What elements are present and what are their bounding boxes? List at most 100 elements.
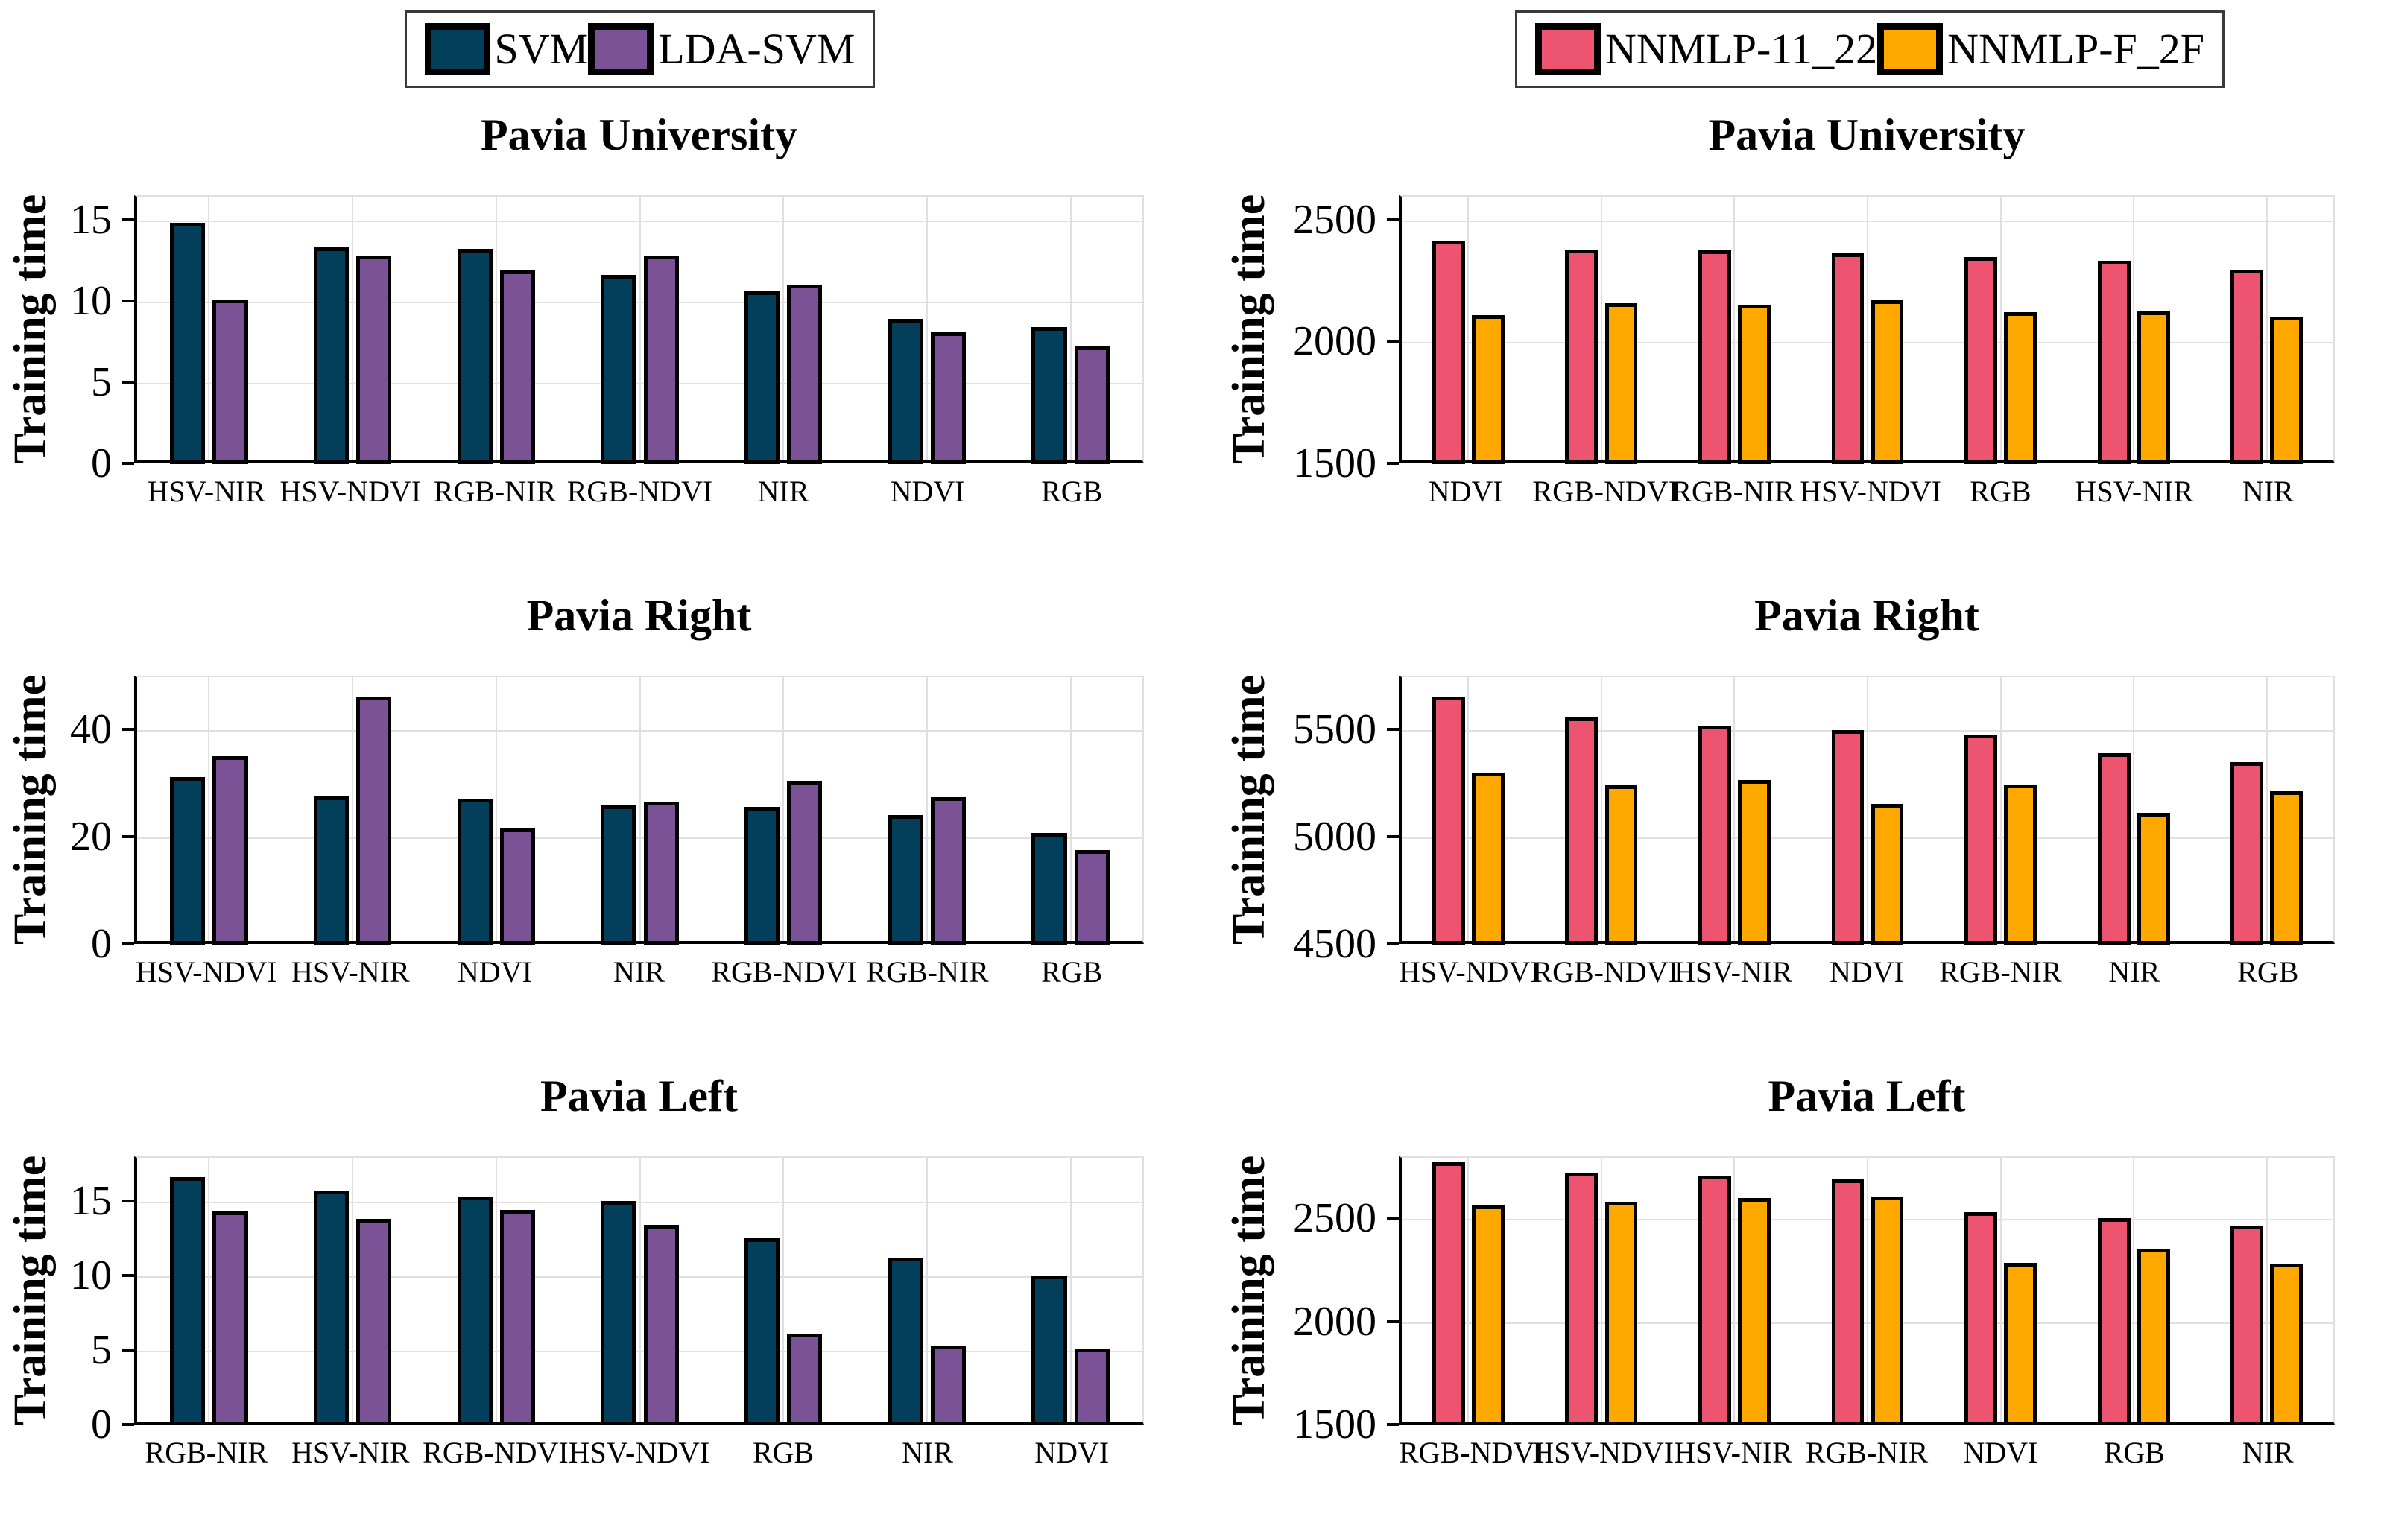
chart-title: Pavia University bbox=[1708, 110, 2026, 159]
bar-svm-ndvi bbox=[1031, 1276, 1067, 1425]
x-tick-label-hsv-nir: HSV-NIR bbox=[1674, 955, 1792, 989]
y-tick-label: 2000 bbox=[1293, 318, 1376, 365]
legend-label-nnmlp-f-2f: NNMLP-F_2F bbox=[1947, 25, 2205, 73]
plot-area bbox=[1399, 195, 2335, 464]
x-tick-label-rgb-nir: RGB-NIR bbox=[866, 955, 989, 989]
bar-lda-svm-hsv-ndvi bbox=[643, 1225, 679, 1425]
v-gridline bbox=[926, 1158, 928, 1422]
bar-nnmlp-11-22-nir bbox=[2097, 753, 2131, 945]
bar-nnmlp-11-22-ndvi bbox=[1964, 1212, 1997, 1425]
y-tick-label: 4500 bbox=[1293, 921, 1376, 967]
v-gridline bbox=[782, 1158, 785, 1422]
x-tick-label-rgb: RGB bbox=[1041, 955, 1103, 989]
bar-nnmlp-11-22-rgb bbox=[1964, 257, 1997, 464]
x-tick-label-rgb: RGB bbox=[1041, 475, 1103, 508]
y-tick-label: 5 bbox=[91, 358, 112, 405]
legend-nnmlp: NNMLP-11_22 NNMLP-F_2F bbox=[1514, 10, 2225, 88]
bar-svm-rgb bbox=[1031, 832, 1067, 945]
y-tick-label: 2000 bbox=[1293, 1298, 1376, 1345]
legend-swatch-lda-svm-icon bbox=[588, 23, 654, 75]
legend-swatch-nnmlp-11-22-icon bbox=[1534, 23, 1601, 75]
bar-lda-svm-ndvi bbox=[930, 332, 967, 464]
bar-svm-rgb bbox=[1031, 327, 1067, 464]
bar-nnmlp-f-2f-rgb bbox=[2270, 790, 2303, 945]
y-tick-mark bbox=[122, 1274, 134, 1277]
v-gridline bbox=[1999, 197, 2002, 460]
bar-nnmlp-11-22-rgb-ndvi bbox=[1565, 717, 1599, 945]
charts-grid: Pavia University Training time 0 5 10 15 HSV-N… bbox=[0, 98, 2381, 1540]
v-gridline bbox=[1733, 1158, 1736, 1422]
bar-lda-svm-hsv-ndvi bbox=[212, 756, 248, 945]
bar-svm-hsv-nir bbox=[313, 1191, 350, 1425]
x-tick-label-rgb-ndvi: RGB-NDVI bbox=[1399, 1436, 1545, 1469]
x-tick-label-nir: NIR bbox=[2108, 955, 2160, 989]
x-tick-label-rgb: RGB bbox=[2103, 1436, 2165, 1469]
bar-nnmlp-f-2f-hsv-ndvi bbox=[1871, 300, 1904, 464]
x-tick-label-nir: NIR bbox=[902, 1436, 954, 1469]
bar-svm-rgb-ndvi bbox=[457, 1197, 493, 1425]
y-tick-mark bbox=[122, 728, 134, 731]
x-tick-label-rgb-nir: RGB-NIR bbox=[145, 1436, 268, 1469]
v-gridline bbox=[1733, 677, 1736, 941]
x-tick-label-nir: NIR bbox=[613, 955, 665, 989]
bar-lda-svm-rgb-nir bbox=[499, 270, 535, 464]
bar-svm-ndvi bbox=[888, 319, 923, 464]
y-tick-mark bbox=[1387, 1217, 1399, 1220]
v-gridline bbox=[926, 197, 928, 460]
bar-nnmlp-11-22-rgb-nir bbox=[1831, 1179, 1865, 1425]
bar-lda-svm-nir bbox=[643, 801, 679, 945]
v-gridline bbox=[2133, 1158, 2135, 1422]
bar-nnmlp-11-22-rgb-nir bbox=[1698, 250, 1731, 464]
y-tick-label: 10 bbox=[70, 1252, 112, 1299]
y-tick-label: 15 bbox=[70, 196, 112, 243]
x-tick-label-rgb-ndvi: RGB-NDVI bbox=[1532, 475, 1678, 508]
y-tick-label: 2500 bbox=[1293, 1195, 1376, 1242]
bar-svm-rgb-ndvi bbox=[744, 807, 780, 945]
x-tick-label-hsv-ndvi: HSV-NDVI bbox=[135, 955, 277, 989]
y-tick-mark bbox=[1387, 728, 1399, 731]
x-tick-label-rgb: RGB bbox=[752, 1436, 815, 1469]
bar-nnmlp-11-22-ndvi bbox=[1432, 241, 1465, 464]
x-tick-label-hsv-nir: HSV-NIR bbox=[291, 955, 410, 989]
bar-nnmlp-11-22-hsv-nir bbox=[1698, 726, 1731, 945]
y-tick-label: 40 bbox=[70, 706, 112, 752]
x-tick-label-hsv-ndvi: HSV-NDVI bbox=[279, 475, 422, 508]
y-tick-mark bbox=[122, 299, 134, 302]
bar-lda-svm-rgb bbox=[787, 1334, 823, 1425]
y-tick-mark bbox=[122, 1349, 134, 1352]
y-tick-label: 0 bbox=[91, 921, 112, 967]
legend-entry-nnmlp-f-2f: NNMLP-F_2F bbox=[1877, 23, 2204, 75]
bar-lda-svm-rgb-ndvi bbox=[643, 256, 679, 464]
v-gridline bbox=[2265, 197, 2268, 460]
bar-nnmlp-f-2f-ndvi bbox=[1871, 804, 1904, 945]
y-tick-label: 20 bbox=[70, 814, 112, 860]
v-gridline bbox=[1600, 677, 1602, 941]
v-gridline bbox=[2265, 1158, 2268, 1422]
bar-svm-rgb bbox=[744, 1238, 780, 1425]
chart-pavia-right-right: Pavia Right Training time 4500 5000 5500 HSV-… bbox=[1190, 579, 2381, 1059]
x-tick-label-ndvi: NDVI bbox=[457, 955, 532, 989]
v-gridline bbox=[2133, 677, 2135, 941]
bar-svm-hsv-nir bbox=[170, 223, 206, 464]
legend-label-lda-svm: LDA-SVM bbox=[658, 25, 856, 73]
x-tick-label-rgb-ndvi: RGB-NDVI bbox=[711, 955, 857, 989]
y-tick-label: 0 bbox=[91, 1401, 112, 1448]
y-tick-label: 2500 bbox=[1293, 196, 1376, 243]
x-tick-label-rgb: RGB bbox=[1970, 475, 2031, 508]
v-gridline bbox=[208, 677, 210, 941]
bar-nnmlp-f-2f-nir bbox=[2270, 1264, 2303, 1425]
x-tick-label-ndvi: NDVI bbox=[1963, 1436, 2038, 1469]
x-tick-label-ndvi: NDVI bbox=[1034, 1436, 1110, 1469]
y-tick-label: 1500 bbox=[1293, 1401, 1376, 1448]
x-tick-label-nir: NIR bbox=[2242, 475, 2294, 508]
bar-svm-rgb-nir bbox=[170, 1177, 206, 1425]
y-tick-mark bbox=[1387, 462, 1399, 465]
bar-nnmlp-11-22-hsv-ndvi bbox=[1432, 696, 1465, 945]
plot-area bbox=[1399, 1156, 2335, 1425]
x-tick-label-rgb-nir: RGB-NIR bbox=[1939, 955, 2062, 989]
legend-swatch-svm-icon bbox=[424, 23, 490, 75]
y-tick-label: 5500 bbox=[1293, 706, 1376, 752]
bar-nnmlp-11-22-nir bbox=[2230, 1225, 2264, 1425]
y-tick-mark bbox=[122, 462, 134, 465]
bar-lda-svm-hsv-nir bbox=[356, 1219, 392, 1425]
